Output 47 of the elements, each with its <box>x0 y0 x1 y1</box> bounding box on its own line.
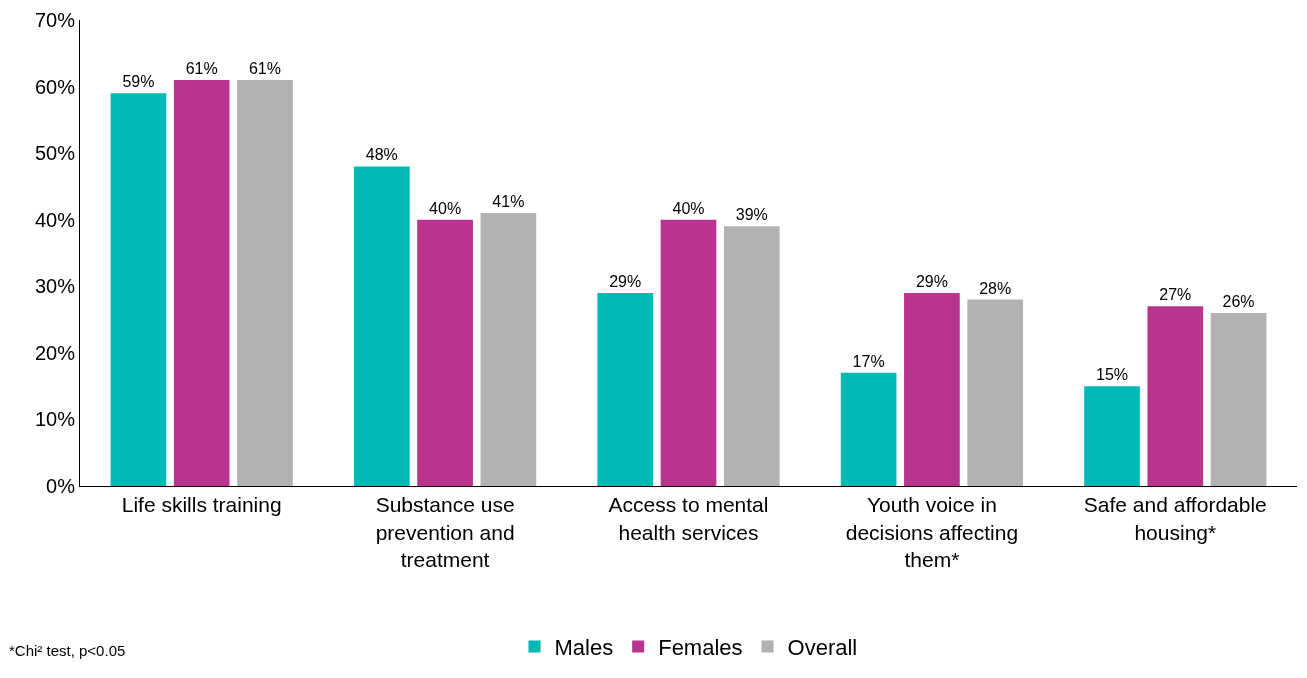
data-label: 61% <box>185 59 218 77</box>
data-label: 48% <box>365 146 398 164</box>
x-tick-label: Safe and affordable housing* <box>1083 493 1267 544</box>
data-label: 15% <box>1096 366 1129 384</box>
y-tick-label: 0% <box>46 475 76 497</box>
y-tick-label: 70% <box>34 9 76 31</box>
bar <box>597 292 654 486</box>
data-label: 26% <box>1222 292 1255 310</box>
bar <box>723 226 780 486</box>
x-tick-label: Access to mental health services <box>608 493 769 544</box>
data-label: 39% <box>735 206 768 224</box>
bar <box>237 79 293 486</box>
data-label: 17% <box>852 352 885 370</box>
x-tick-label: Substance use prevention and treatment <box>375 493 515 571</box>
y-tick-label: 10% <box>34 408 76 431</box>
bar <box>353 166 410 486</box>
y-tick-label: 50% <box>34 142 76 165</box>
y-tick-label: 60% <box>34 75 76 98</box>
bar <box>967 299 1024 486</box>
bar <box>660 219 717 486</box>
data-label: 59% <box>122 73 155 91</box>
bar <box>840 372 897 486</box>
y-tick-label: 40% <box>34 208 76 231</box>
bar <box>1210 312 1267 486</box>
bar <box>417 219 473 486</box>
legend-label: Females <box>658 635 743 661</box>
data-label: 29% <box>609 272 642 290</box>
data-label: 61% <box>248 59 281 77</box>
bar <box>904 292 960 486</box>
text: *Chi² test, p<0.05 <box>9 642 126 659</box>
data-label: 29% <box>915 272 948 290</box>
x-tick-label: Life skills training <box>121 493 282 517</box>
legend-label: Males <box>554 635 614 661</box>
bar <box>1147 306 1204 486</box>
data-label: 40% <box>429 199 462 217</box>
bar <box>173 79 230 486</box>
data-label: 27% <box>1159 286 1192 304</box>
y-tick-label: 30% <box>34 275 76 298</box>
bar <box>110 93 167 486</box>
data-label: 28% <box>979 279 1012 297</box>
data-label: 41% <box>492 193 525 211</box>
y-tick-label: 20% <box>34 341 76 364</box>
bar <box>480 213 537 486</box>
x-tick-label: Youth voice in decisions affecting them* <box>845 493 1019 571</box>
bar <box>1084 386 1140 486</box>
legend-label: Overall <box>787 635 858 661</box>
data-label: 40% <box>672 199 705 217</box>
